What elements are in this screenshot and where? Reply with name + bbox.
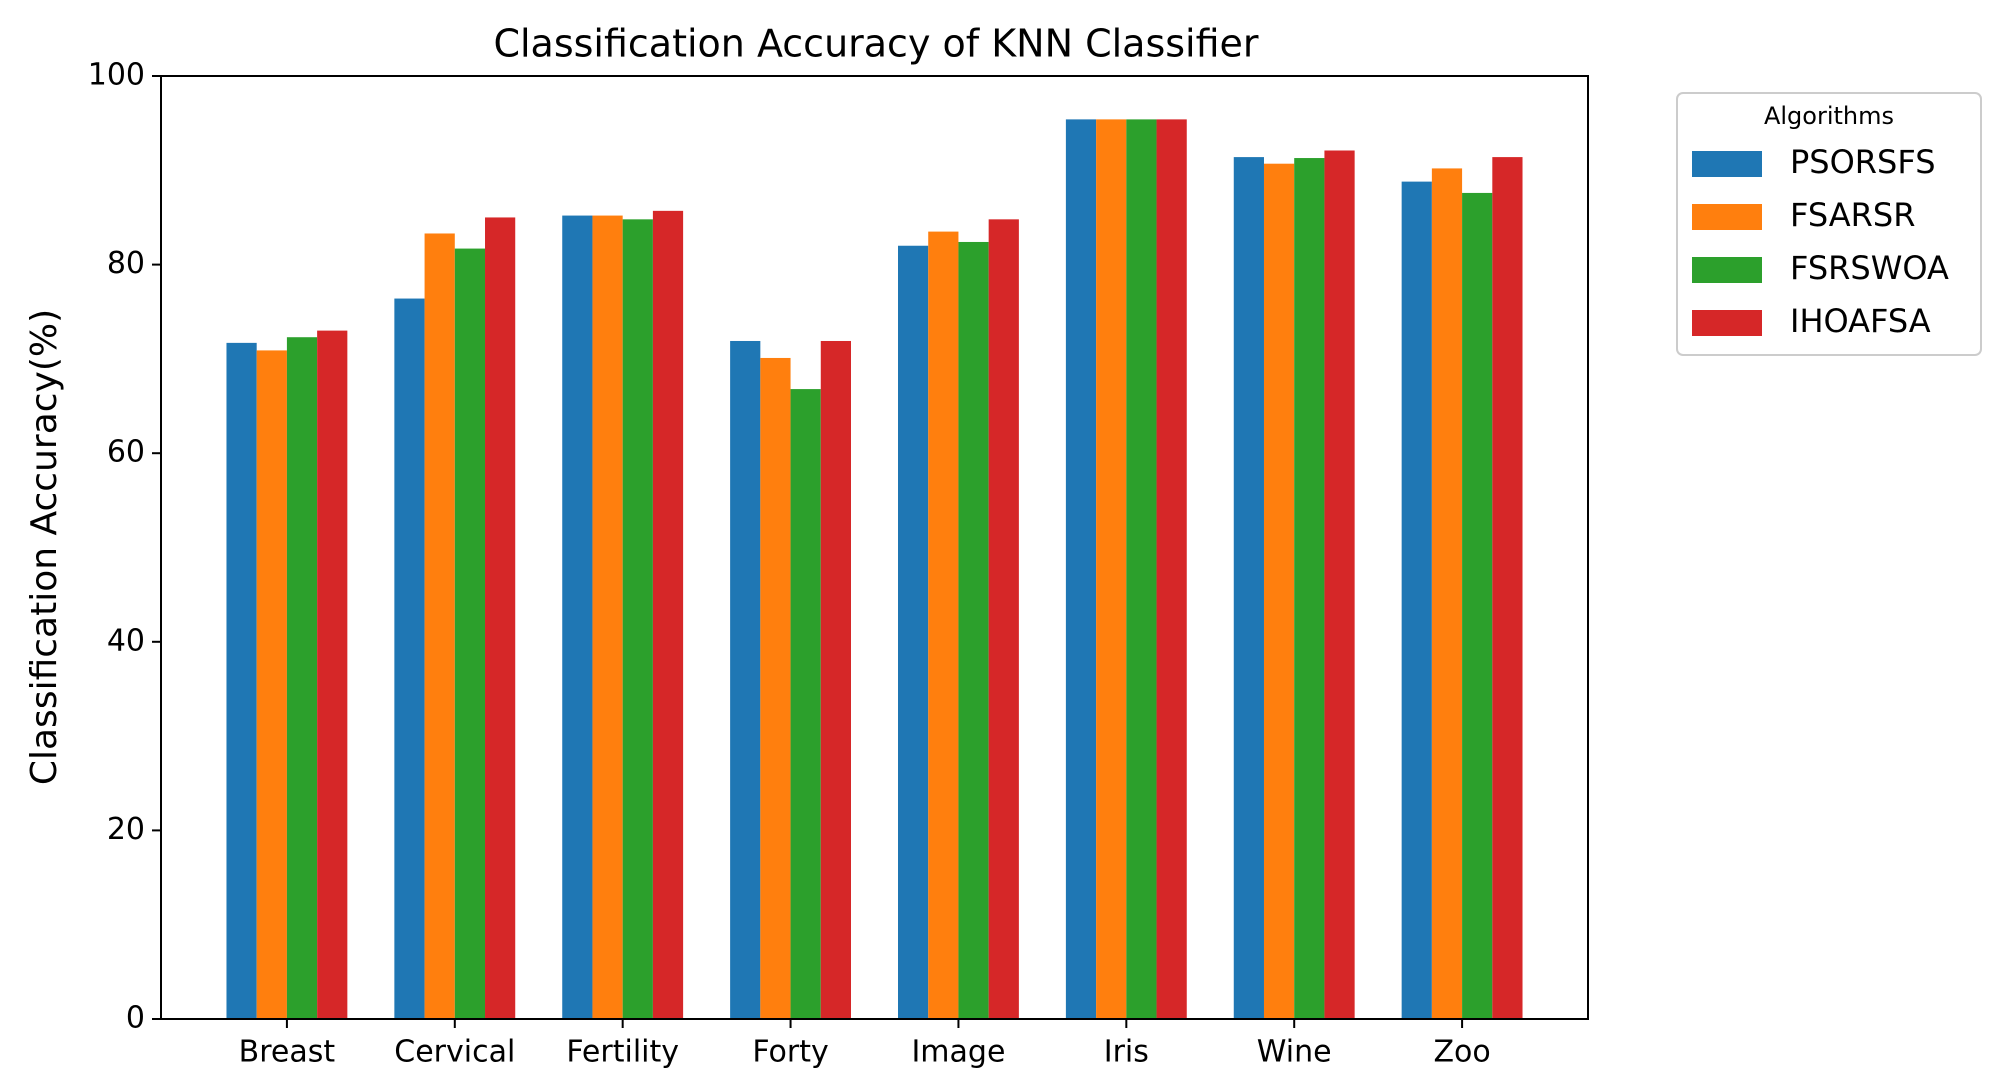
bar bbox=[562, 215, 593, 1020]
y-tick-label: 80 bbox=[107, 246, 145, 281]
y-tick-label: 40 bbox=[107, 623, 145, 658]
bar bbox=[592, 215, 623, 1020]
legend-label: PSORSFS bbox=[1790, 143, 1936, 181]
x-tick-label: Forty bbox=[752, 1035, 828, 1070]
bar bbox=[1156, 119, 1187, 1020]
bar bbox=[958, 241, 989, 1019]
bar bbox=[820, 340, 851, 1019]
x-tick-label: Wine bbox=[1257, 1035, 1332, 1070]
legend-title: Algorithms bbox=[1764, 102, 1894, 130]
bar bbox=[928, 231, 959, 1020]
x-tick-label: Zoo bbox=[1433, 1035, 1490, 1070]
bar bbox=[1126, 119, 1157, 1020]
x-tick-label: Image bbox=[911, 1035, 1005, 1070]
bar bbox=[1324, 150, 1355, 1019]
bar bbox=[1401, 181, 1432, 1020]
y-tick-label: 20 bbox=[107, 812, 145, 847]
bar bbox=[1431, 168, 1463, 1019]
chart-title: Classification Accuracy of KNN Classifie… bbox=[493, 22, 1258, 66]
bar bbox=[1096, 119, 1127, 1020]
legend-swatch bbox=[1692, 310, 1762, 336]
legend-label: FSARSR bbox=[1790, 196, 1915, 234]
bar bbox=[394, 298, 425, 1020]
bar bbox=[898, 245, 929, 1020]
bar bbox=[1263, 163, 1295, 1020]
bar bbox=[286, 337, 318, 1019]
bar bbox=[485, 217, 516, 1019]
legend-swatch bbox=[1692, 204, 1762, 230]
bar bbox=[760, 357, 791, 1019]
bar bbox=[652, 210, 684, 1019]
bar bbox=[1065, 119, 1097, 1020]
y-axis-label: Classification Accuracy(%) bbox=[24, 309, 65, 785]
plot-frame bbox=[160, 75, 1589, 1020]
legend-label: IHOAFSA bbox=[1790, 302, 1931, 340]
bar bbox=[790, 389, 821, 1019]
legend-label: FSRSWOA bbox=[1790, 249, 1949, 287]
bar bbox=[1294, 158, 1325, 1019]
bar bbox=[988, 219, 1019, 1019]
x-tick-label: Cervical bbox=[394, 1035, 515, 1070]
y-tick-label: 60 bbox=[107, 435, 145, 470]
bar bbox=[226, 342, 257, 1019]
bar bbox=[1462, 192, 1493, 1019]
legend-swatch bbox=[1692, 151, 1762, 177]
bar bbox=[317, 330, 348, 1019]
legend-swatch bbox=[1692, 257, 1762, 283]
x-tick-label: Iris bbox=[1104, 1035, 1149, 1070]
bar bbox=[454, 248, 486, 1020]
x-tick-label: Breast bbox=[239, 1035, 336, 1070]
x-tick-label: Fertility bbox=[566, 1035, 679, 1070]
bar bbox=[424, 233, 455, 1019]
bar bbox=[622, 219, 653, 1019]
bar bbox=[1492, 157, 1523, 1019]
y-tick-label: 100 bbox=[88, 58, 145, 93]
bar bbox=[730, 340, 761, 1019]
bar bbox=[256, 350, 287, 1020]
y-tick-label: 0 bbox=[126, 1001, 145, 1036]
bar bbox=[1233, 157, 1264, 1019]
